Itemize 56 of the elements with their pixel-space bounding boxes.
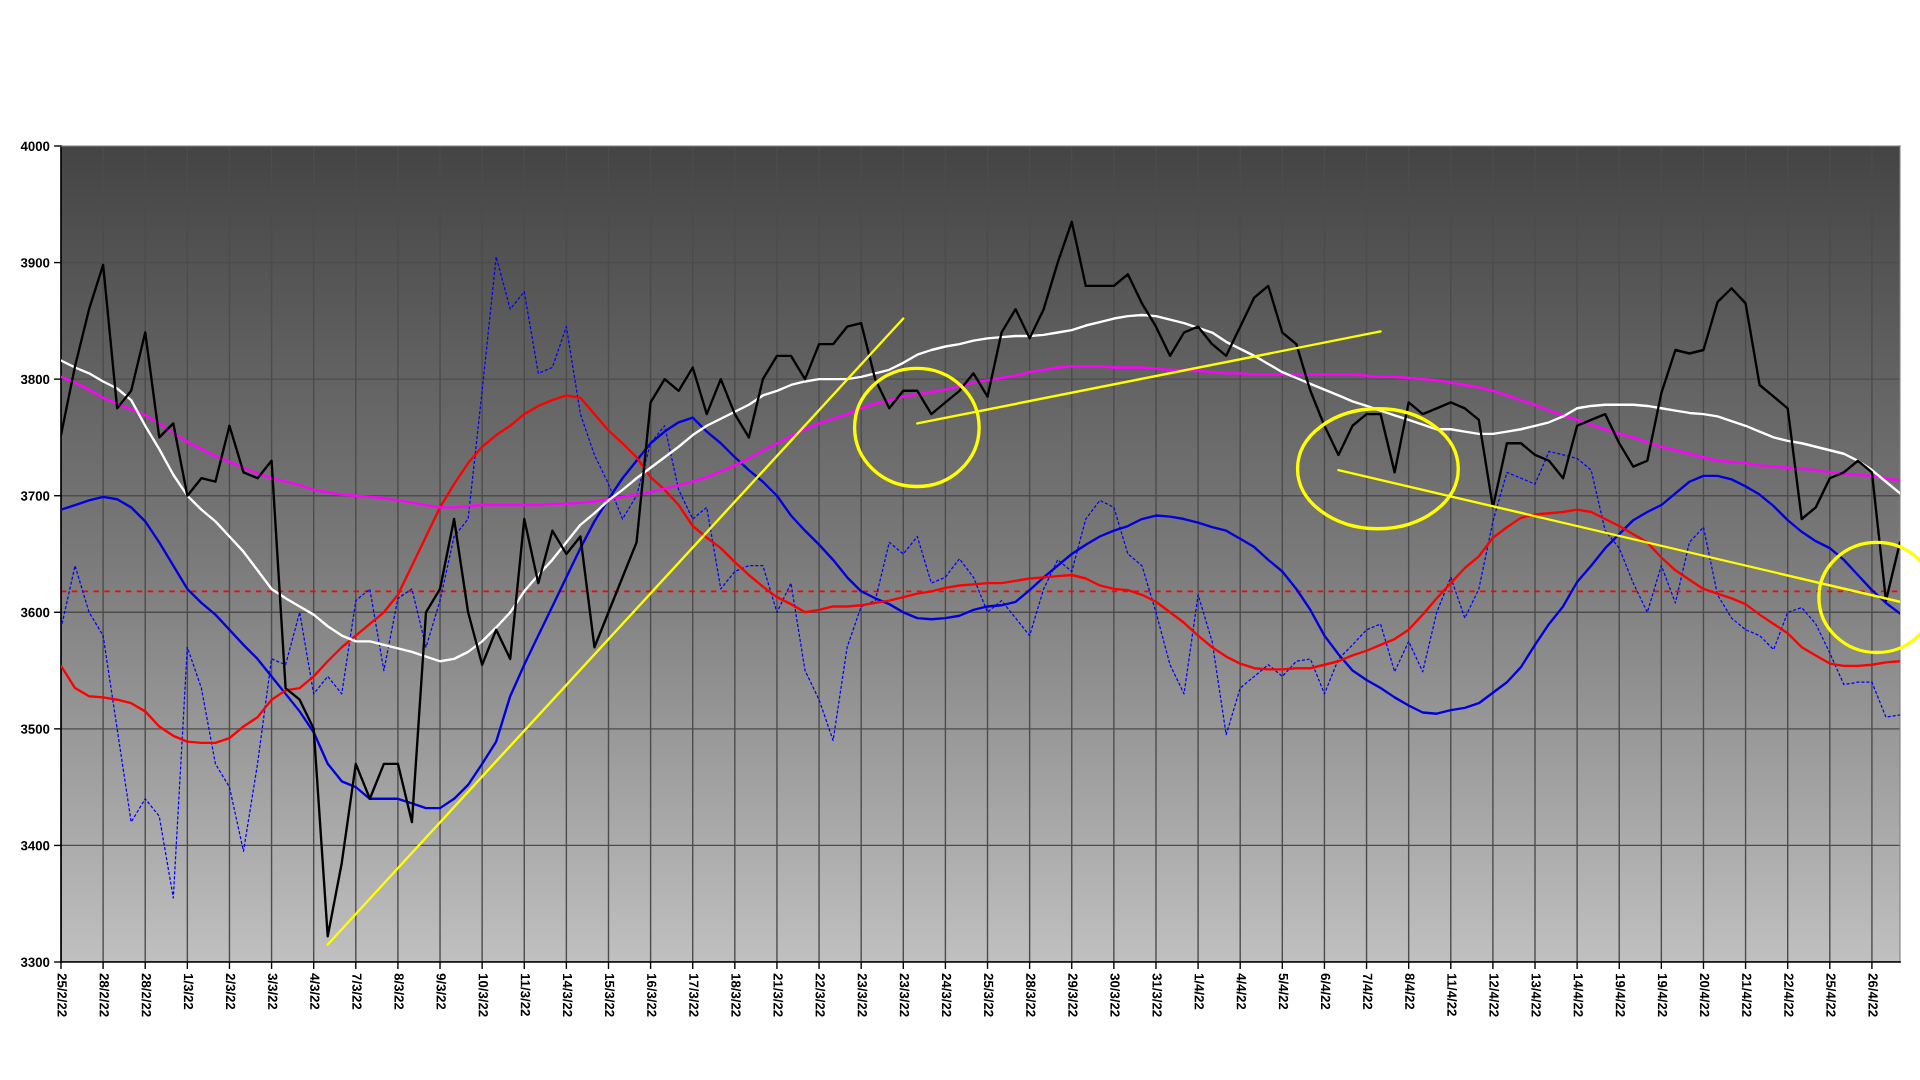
x-tick-label: 23/3/22	[857, 973, 868, 1017]
x-tick-label: 30/3/22	[1110, 973, 1121, 1017]
x-tick-label: 15/3/22	[604, 973, 615, 1017]
x-tick-label: 2/3/22	[225, 973, 236, 1010]
x-tick-label: 25/4/22	[1826, 973, 1836, 1017]
x-tick-label: 23/3/22	[899, 973, 910, 1017]
line-series	[61, 365, 1900, 509]
x-tick-label: 31/3/22	[1152, 973, 1163, 1017]
x-tick-label: 8/3/22	[394, 973, 405, 1010]
line-series	[61, 313, 1900, 663]
y-tick-label: 3600	[20, 607, 50, 618]
y-tick-label: 4000	[20, 141, 50, 151]
x-tick-label: 12/4/22	[1489, 973, 1500, 1017]
x-tick-label: 24/3/22	[941, 973, 952, 1017]
x-tick-label: 17/3/22	[689, 973, 699, 1017]
x-tick-label: 25/3/22	[983, 973, 994, 1017]
x-tick-label: 28/3/22	[1025, 973, 1036, 1017]
x-tick-label: 16/3/22	[646, 973, 657, 1017]
x-tick-label: 7/3/22	[352, 973, 362, 1010]
x-tick-label: 29/3/22	[1068, 973, 1078, 1017]
y-tick-label: 3900	[20, 258, 50, 268]
y-tick-label: 3800	[20, 374, 50, 385]
x-tick-label: 22/3/22	[815, 973, 826, 1017]
x-tick-label: 9/3/22	[436, 973, 447, 1010]
y-tick-label: 3500	[20, 724, 50, 734]
x-tick-label: 6/4/22	[1320, 973, 1331, 1010]
x-tick-label: 11/4/22	[1447, 973, 1457, 1016]
x-tick-label: 20/4/22	[1699, 973, 1710, 1017]
x-tick-label: 10/3/22	[478, 973, 489, 1017]
y-tick-label: 3400	[20, 841, 50, 851]
x-tick-label: 22/4/22	[1784, 973, 1794, 1017]
x-tick-label: 5/4/22	[1278, 973, 1289, 1010]
x-tick-label: 18/3/22	[731, 973, 741, 1017]
x-tick-label: 21/3/22	[773, 973, 784, 1017]
line-series	[61, 416, 1900, 810]
x-tick-label: 28/2/22	[141, 973, 152, 1017]
x-tick-label: 4/3/22	[310, 973, 320, 1010]
x-tick-label: 1/3/22	[183, 973, 194, 1010]
x-tick-label: 13/4/22	[1531, 973, 1542, 1017]
x-tick-label: 8/4/22	[1404, 973, 1415, 1010]
y-tick-label: 3300	[20, 957, 50, 967]
x-tick-label: 4/4/22	[1236, 973, 1247, 1010]
x-tick-label: 14/3/22	[562, 973, 573, 1017]
x-tick-label: 19/4/22	[1657, 973, 1668, 1017]
x-tick-label: 19/4/22	[1615, 973, 1626, 1017]
line-series	[61, 394, 1900, 745]
x-tick-label: 11/3/22	[520, 973, 531, 1016]
x-tick-label: 28/2/22	[99, 973, 110, 1017]
x-tick-label: 21/4/22	[1741, 973, 1752, 1017]
x-tick-label: 25/2/22	[57, 973, 68, 1017]
x-tick-label: 7/4/22	[1362, 973, 1373, 1010]
x-tick-label: 26/4/22	[1868, 973, 1879, 1017]
y-tick-label: 3700	[20, 491, 50, 501]
x-tick-label: 3/3/22	[267, 973, 278, 1010]
x-tick-label: 14/4/22	[1573, 973, 1584, 1017]
x-tick-label: 1/4/22	[1194, 973, 1205, 1010]
